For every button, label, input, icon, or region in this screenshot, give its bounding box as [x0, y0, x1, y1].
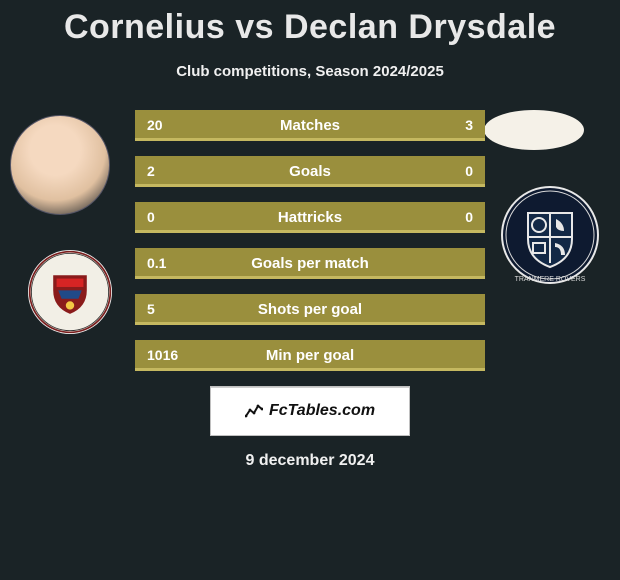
stat-label: Min per goal [135, 347, 485, 364]
stat-underline [135, 368, 485, 371]
stat-right-value: 0 [465, 163, 473, 179]
stat-underline [135, 138, 485, 141]
subtitle: Club competitions, Season 2024/2025 [0, 63, 620, 80]
stat-left-value: 0 [147, 209, 155, 225]
stat-row-goals-per-match: 0.1 Goals per match [135, 248, 485, 278]
stat-underline [135, 322, 485, 325]
stat-label: Goals [135, 163, 485, 180]
stat-left-value: 0.1 [147, 255, 166, 271]
stat-bars: 20 Matches 3 2 Goals 0 0 Hattricks 0 0.1… [135, 110, 485, 370]
stat-row-min-per-goal: 1016 Min per goal [135, 340, 485, 370]
player-left-avatar [10, 115, 110, 215]
svg-text:TRANMERE ROVERS: TRANMERE ROVERS [515, 276, 586, 283]
stat-row-shots-per-goal: 5 Shots per goal [135, 294, 485, 324]
watermark-badge: FcTables.com [210, 386, 410, 436]
stat-underline [135, 230, 485, 233]
stat-label: Goals per match [135, 255, 485, 272]
stat-left-value: 2 [147, 163, 155, 179]
stat-label: Matches [135, 117, 485, 134]
stat-left-value: 5 [147, 301, 155, 317]
chart-icon [245, 402, 263, 420]
stat-underline [135, 184, 485, 187]
player-right-avatar [484, 110, 584, 150]
page-title: Cornelius vs Declan Drysdale [0, 0, 620, 47]
stat-label: Hattricks [135, 209, 485, 226]
stat-right-value: 0 [465, 209, 473, 225]
stat-row-goals: 2 Goals 0 [135, 156, 485, 186]
stat-left-value: 20 [147, 117, 163, 133]
watermark-text: FcTables.com [269, 402, 375, 420]
stat-right-value: 3 [465, 117, 473, 133]
club-left-crest [28, 250, 112, 334]
stat-row-hattricks: 0 Hattricks 0 [135, 202, 485, 232]
comparison-panel: TRANMERE ROVERS 20 Matches 3 2 Goals 0 0… [0, 110, 620, 370]
date-text: 9 december 2024 [0, 452, 620, 470]
stat-row-matches: 20 Matches 3 [135, 110, 485, 140]
club-right-crest: TRANMERE ROVERS [500, 185, 600, 285]
stat-underline [135, 276, 485, 279]
stat-left-value: 1016 [147, 347, 178, 363]
stat-label: Shots per goal [135, 301, 485, 318]
